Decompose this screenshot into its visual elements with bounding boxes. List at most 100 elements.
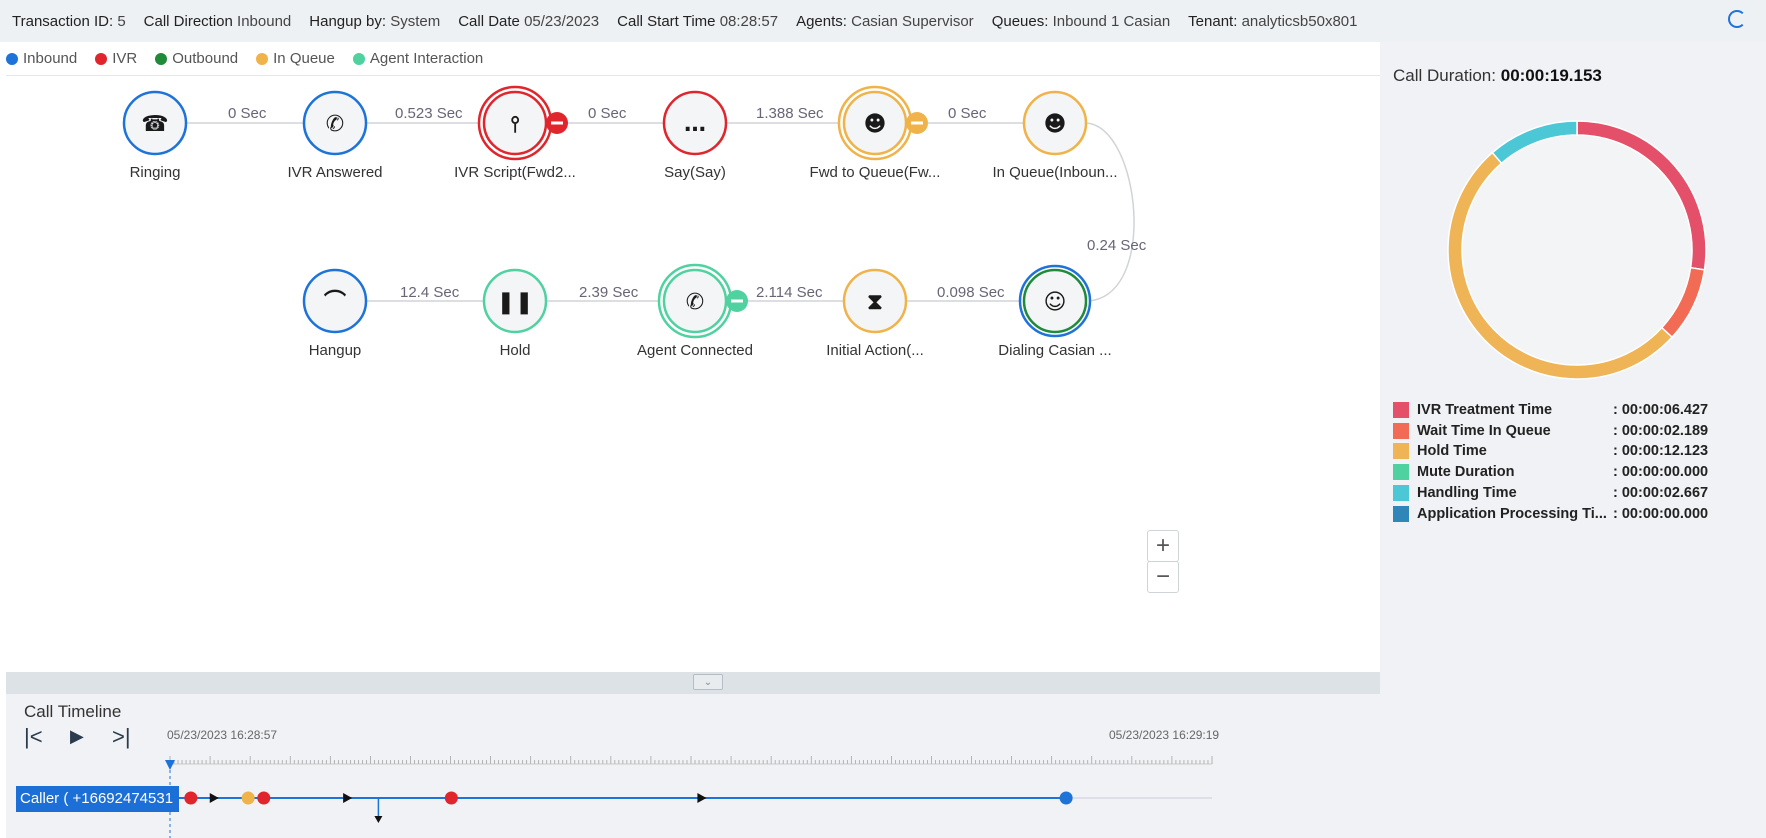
flow-node-ivr-script[interactable]: ⫯ (477, 85, 568, 161)
call-duration-value: 00:00:19.153 (1500, 66, 1602, 85)
transaction-id-label: Transaction ID: (12, 12, 114, 30)
duration-name: Mute Duration (1417, 464, 1515, 481)
agents-label: Agents: (796, 12, 847, 30)
duration-value: : 00:00:02.189 (1613, 422, 1709, 439)
duration-name: Handling Time (1417, 484, 1517, 501)
duration-name: Wait Time In Queue (1417, 422, 1551, 439)
duration-value: : 00:00:12.123 (1613, 443, 1709, 460)
skip-to-start-button[interactable]: |< (24, 724, 43, 749)
caller-label[interactable]: Caller ( +16692474531 (16, 786, 179, 812)
edge-duration-label: 0 Sec (588, 105, 627, 122)
hangup-by-value: System (390, 12, 441, 30)
users-forward-icon: ☻ (864, 112, 887, 137)
flow-node-initial-action[interactable]: ⧗ (842, 268, 908, 334)
timeline-end-date: 05/23/2023 16:29:19 (1109, 728, 1220, 742)
collapse-badge-icon[interactable] (546, 112, 568, 134)
duration-legend-item: IVR Treatment Time : 00:00:06.427 (1393, 402, 1763, 418)
duration-value: : 00:00:00.000 (1613, 464, 1709, 481)
legend-label: Outbound (172, 50, 239, 67)
timeline-arrow-icon (209, 793, 219, 803)
flow-node-dialing[interactable]: ☺ (1018, 264, 1092, 338)
call-date-label: Call Date (458, 12, 520, 30)
timeline-arrow-icon (697, 793, 707, 803)
collapse-badge-icon[interactable] (726, 290, 748, 312)
duration-value: : 00:00:02.667 (1613, 484, 1709, 501)
agent-headset-icon: ☺ (1044, 290, 1067, 315)
play-button[interactable]: ▶ (70, 726, 84, 746)
zoom-out-button[interactable]: − (1147, 561, 1179, 593)
phone-answered-icon: ✆ (686, 290, 704, 315)
hangup-icon: ⌒ (324, 290, 346, 315)
zoom-in-button[interactable]: + (1147, 530, 1179, 562)
ivr-dot-icon (95, 52, 108, 65)
legend-item-inbound: Inbound (6, 50, 77, 67)
flow-node-ringing[interactable]: ☎ (122, 90, 188, 156)
agent-interaction-dot-icon (352, 52, 365, 65)
down-arrow-icon (374, 816, 383, 823)
duration-name: Application Processing Ti... (1417, 505, 1607, 522)
in-queue-dot-icon (256, 52, 269, 65)
call-start-value: 08:28:57 (719, 12, 779, 30)
users-icon: ☻ (1044, 112, 1067, 137)
donut-slice[interactable] (1491, 120, 1578, 165)
duration-donut-chart (1447, 120, 1707, 380)
loading-spinner-icon (1728, 10, 1746, 28)
legend-swatch (1393, 505, 1409, 522)
timeline-track[interactable] (6, 694, 1380, 838)
call-summary-panel: Call Duration: 00:00:19.153 IVR Treatmen… (1380, 42, 1766, 838)
flow-node-in-queue[interactable]: ☻ (1022, 90, 1088, 156)
call-flow-diagram: ☎ ✆ ⫯ … ☻ ☻ ⌒ ❚❚ ✆ ⧗ ☺ (122, 85, 1135, 339)
panel-splitter[interactable]: ⌄ (6, 672, 1380, 694)
flow-node-label: Hold (499, 342, 531, 359)
queues-value: Inbound 1 Casian (1052, 12, 1171, 30)
timeline-event-dot[interactable] (444, 791, 458, 805)
playhead-marker-icon[interactable] (165, 760, 175, 770)
duration-value: : 00:00:06.427 (1613, 402, 1709, 418)
flow-node-ivr-answered[interactable]: ✆ (302, 90, 368, 156)
call-direction-value: Inbound (237, 12, 292, 30)
duration-legend-item: Handling Time : 00:00:02.667 (1393, 484, 1763, 501)
legend-item-ivr: IVR (95, 50, 137, 67)
phone-ringing-icon: ☎ (141, 112, 168, 137)
edge-duration-label: 0.098 Sec (937, 284, 1005, 301)
flow-node-hangup[interactable]: ⌒ (302, 268, 368, 334)
call-timeline-panel: Call Timeline |< ▶ >| 05/23/2023 16:28:5… (6, 694, 1380, 838)
flow-edge (1084, 122, 1135, 302)
timeline-event-dot[interactable] (241, 791, 255, 805)
call-start-label: Call Start Time (617, 12, 716, 30)
legend-swatch (1393, 402, 1409, 418)
timeline-event-dot[interactable] (257, 791, 271, 805)
flow-node-fwd-queue[interactable]: ☻ (837, 85, 928, 161)
script-tree-icon: ⫯ (510, 112, 520, 137)
legend-item-in-queue: In Queue (256, 50, 335, 67)
legend-item-outbound: Outbound (155, 50, 238, 67)
timeline-event-dot[interactable] (1059, 791, 1073, 805)
legend-label: Inbound (23, 50, 78, 67)
phone-answered-icon: ✆ (326, 112, 344, 137)
flow-node-label: Say(Say) (664, 164, 726, 181)
duration-name: Hold Time (1417, 443, 1487, 460)
inbound-dot-icon (6, 52, 18, 65)
pause-icon: ❚❚ (497, 290, 534, 315)
tenant-value: analyticsb50x801 (1241, 12, 1358, 30)
duration-name: IVR Treatment Time (1417, 402, 1553, 418)
edge-duration-label: 0.24 Sec (1087, 237, 1147, 254)
flow-node-label: In Queue(Inboun... (992, 164, 1118, 181)
duration-value: : 00:00:00.000 (1613, 505, 1709, 522)
flow-node-say[interactable]: … (662, 90, 728, 156)
call-date-value: 05/23/2023 (524, 12, 600, 30)
queues-label: Queues: (991, 12, 1049, 30)
flow-node-hold[interactable]: ❚❚ (482, 268, 548, 334)
call-info-bar: Transaction ID: 5 Call Direction Inbound… (0, 0, 1766, 42)
collapse-chevron-icon[interactable]: ⌄ (693, 674, 723, 690)
skip-to-end-button[interactable]: >| (112, 724, 131, 749)
edge-duration-label: 1.388 Sec (756, 105, 824, 122)
legend-label: In Queue (273, 50, 335, 67)
timeline-event-dot[interactable] (184, 791, 198, 805)
flow-node-label: IVR Answered (287, 164, 383, 181)
legend-label: IVR (112, 50, 138, 67)
flow-node-agent-connected[interactable]: ✆ (657, 263, 748, 339)
flow-node-label: IVR Script(Fwd2... (454, 164, 576, 181)
flow-node-label: Hangup (308, 342, 362, 359)
collapse-badge-icon[interactable] (906, 112, 928, 134)
